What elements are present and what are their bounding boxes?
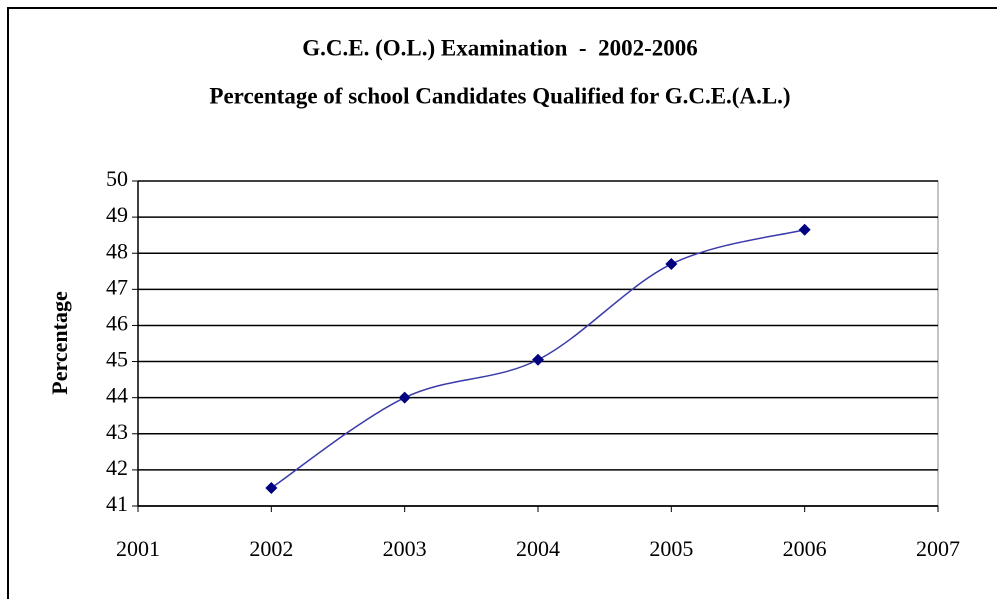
y-tick-label: 48 (106, 238, 128, 263)
y-tick-label: 50 (106, 166, 128, 191)
x-tick-label: 2005 (649, 536, 693, 561)
y-tick-label: 49 (106, 202, 128, 227)
y-tick-label: 41 (106, 491, 128, 516)
chart-title: G.C.E. (O.L.) Examination - 2002-2006 (302, 35, 697, 60)
x-tick-label: 2006 (783, 536, 827, 561)
y-tick-label: 47 (106, 274, 128, 299)
x-tick-label: 2002 (249, 536, 293, 561)
x-tick-label: 2003 (383, 536, 427, 561)
y-tick-label: 43 (106, 419, 128, 444)
x-tick-label: 2001 (116, 536, 160, 561)
x-tick-label: 2004 (516, 536, 560, 561)
data-point (665, 258, 678, 271)
data-point (798, 223, 811, 236)
y-tick-label: 46 (106, 310, 128, 335)
data-point (265, 481, 278, 494)
y-tick-label: 44 (106, 383, 128, 408)
y-tick-label: 45 (106, 347, 128, 372)
y-tick-label: 42 (106, 455, 128, 480)
chart-subtitle: Percentage of school Candidates Qualifie… (209, 83, 790, 108)
x-tick-label: 2007 (916, 536, 960, 561)
plot-area (137, 180, 939, 507)
data-point (532, 353, 544, 366)
y-axis-label: Percentage (47, 291, 72, 395)
data-point (398, 391, 411, 404)
